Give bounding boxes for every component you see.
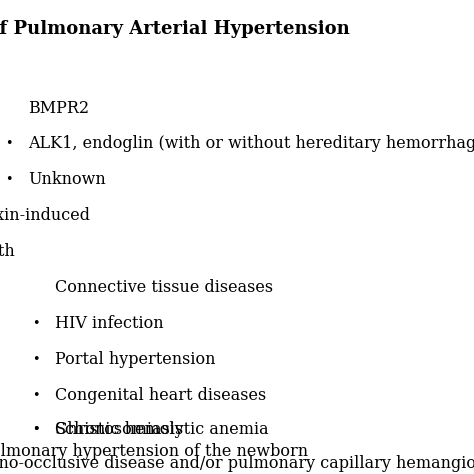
Text: veno-occlusive disease and/or pulmonary capillary hemangiomatosis: veno-occlusive disease and/or pulmonary … [0,456,474,473]
Text: BMPR2: BMPR2 [28,100,89,117]
Text: Updated Clinical Classification Of Pulmonary Arterial Hypertension: Updated Clinical Classification Of Pulmo… [0,20,350,38]
Text: with: with [0,244,16,261]
Text: Connective tissue diseases: Connective tissue diseases [55,280,273,297]
Text: •: • [32,423,39,437]
Text: toxin-induced: toxin-induced [0,208,91,225]
Text: Congenital heart diseases: Congenital heart diseases [55,388,266,404]
Text: pulmonary hypertension of the newborn: pulmonary hypertension of the newborn [0,444,308,461]
Text: •: • [5,137,12,151]
Text: HIV infection: HIV infection [55,316,164,332]
Text: Unknown: Unknown [28,172,106,189]
Text: •: • [32,390,39,402]
Text: •: • [32,318,39,330]
Text: Schistosomiasis: Schistosomiasis [55,421,184,438]
Text: ALK1, endoglin (with or without hereditary hemorrhagic telangiectasia): ALK1, endoglin (with or without heredita… [28,136,474,153]
Text: •: • [32,354,39,366]
Text: •: • [32,423,39,437]
Text: •: • [5,173,12,186]
Text: Chronic hemolytic anemia: Chronic hemolytic anemia [55,421,269,438]
Text: Portal hypertension: Portal hypertension [55,352,216,368]
